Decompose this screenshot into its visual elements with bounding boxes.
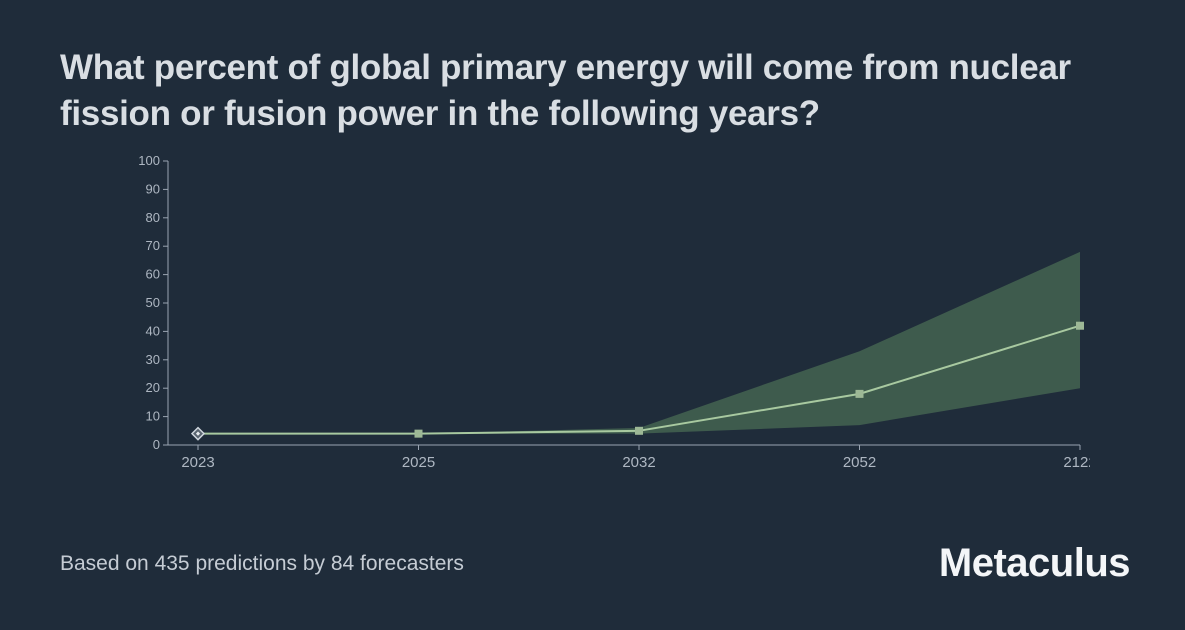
x-tick-label: 2052 — [843, 454, 876, 471]
y-tick-label: 10 — [146, 409, 160, 424]
ci-area — [198, 252, 1080, 434]
y-tick-label: 50 — [146, 295, 160, 310]
x-tick-label: 2122 — [1063, 454, 1090, 471]
y-tick-label: 20 — [146, 380, 160, 395]
marker-square — [415, 430, 423, 438]
marker-square — [635, 427, 643, 435]
y-tick-label: 70 — [146, 238, 160, 253]
marker-square — [856, 390, 864, 398]
marker-square — [1076, 322, 1084, 330]
chart-title: What percent of global primary energy wi… — [60, 45, 1125, 137]
x-tick-label: 2023 — [181, 454, 214, 471]
prediction-count-caption: Based on 435 predictions by 84 forecaste… — [60, 552, 464, 576]
chart-svg: 0 10 20 30 40 50 60 70 80 90 100 2023 2025 2032 2052 21… — [130, 155, 1090, 480]
y-tick-label: 0 — [153, 437, 160, 452]
x-tick-label: 2025 — [402, 454, 435, 471]
y-tick-label: 60 — [146, 267, 160, 282]
y-tick-label: 40 — [146, 323, 160, 338]
y-tick-label: 80 — [146, 210, 160, 225]
y-tick-label: 100 — [138, 155, 160, 168]
y-tick-label: 30 — [146, 352, 160, 367]
y-tick-label: 90 — [146, 181, 160, 196]
forecast-chart: 0 10 20 30 40 50 60 70 80 90 100 2023 2025 2032 2052 21… — [130, 155, 1090, 480]
brand-logo: Metaculus — [939, 541, 1130, 586]
x-tick-label: 2032 — [622, 454, 655, 471]
